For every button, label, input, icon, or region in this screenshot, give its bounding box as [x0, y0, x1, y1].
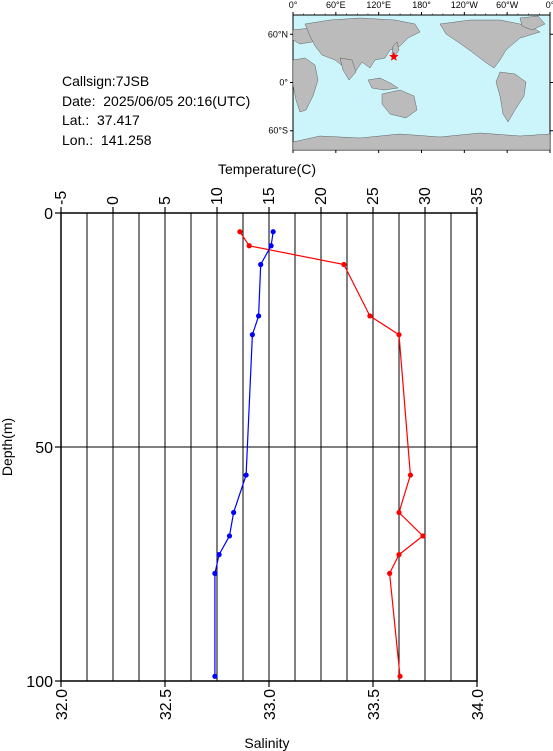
map-lon-label: 120°E	[366, 0, 391, 10]
longitude-text: Lon.: 141.258	[62, 131, 152, 148]
temperature-tick-label: 0	[105, 196, 122, 205]
data-series	[212, 229, 426, 679]
map-lon-label: 60°W	[496, 0, 519, 10]
depth-axis: 0 50 100	[26, 206, 61, 691]
temperature-data-point	[341, 261, 347, 268]
temperature-tick-label: 25	[365, 187, 382, 205]
temperature-tick-label: 35	[469, 187, 486, 205]
salinity-data-point	[212, 673, 218, 679]
temperature-axis-title: Temperature(C)	[218, 161, 316, 177]
salinity-data-point	[258, 261, 264, 268]
latitude-text: Lat.: 37.417	[62, 112, 140, 128]
world-map: 0° 60°E 120°E 180° 120°W 60°W 0° 60°N 0° 60°S	[268, 0, 553, 153]
station-star-icon	[389, 51, 399, 61]
date-text: Date: 2025/06/05 20:16(UTC)	[62, 92, 251, 109]
temperature-tick-label: 15	[261, 187, 278, 205]
land-indonesia	[367, 77, 399, 91]
map-lon-label: 120°W	[451, 0, 479, 10]
land-africa	[292, 57, 319, 113]
salinity-axis: 32.0 32.5 33.0 33.5 34.0	[54, 681, 487, 720]
salinity-data-point	[212, 570, 218, 576]
temperature-tick-label: 20	[313, 187, 330, 205]
salinity-data-point	[216, 552, 222, 558]
salinity-data-point	[231, 509, 237, 516]
map-lat-label: 0°	[279, 78, 288, 88]
temperature-tick-label: 5	[157, 196, 174, 205]
map-ticks	[290, 12, 553, 153]
temperature-data-point	[237, 229, 243, 235]
temperature-profile-line	[239, 231, 424, 677]
map-lon-label: 0°	[289, 0, 298, 10]
map-lon-label: 60°E	[326, 0, 346, 10]
depth-tick-label: 50	[35, 440, 53, 457]
map-lon-label: 0°	[546, 0, 553, 10]
map-labels: 0° 60°E 120°E 180° 120°W 60°W 0° 60°N 0° 60°S	[268, 0, 553, 136]
temperature-data-point	[387, 570, 393, 576]
salinity-data-point	[270, 229, 276, 235]
land-north-america	[439, 19, 541, 69]
salinity-data-point	[256, 313, 262, 319]
land-south-america	[495, 71, 527, 123]
salinity-tick-label: 32.0	[54, 689, 71, 720]
map-lon-label: 180°	[412, 0, 431, 10]
temperature-data-point	[396, 552, 402, 558]
salinity-profile-line	[214, 231, 274, 677]
temperature-data-point	[246, 243, 252, 249]
station-marker	[389, 51, 399, 61]
depth-axis-title: Depth(m)	[0, 418, 15, 476]
temperature-data-point	[407, 472, 414, 478]
land-australia	[381, 89, 418, 119]
temperature-tick-label: 30	[417, 187, 434, 205]
map-lat-label: 60°N	[268, 29, 288, 39]
depth-tick-label: 100	[26, 674, 53, 691]
temperature-axis: -5 0 5 10 15 20 25 30 35	[53, 187, 486, 213]
temperature-data-point	[367, 313, 373, 319]
depth-tick-label: 0	[44, 206, 53, 223]
temperature-tick-label: 10	[209, 187, 226, 205]
temperature-data-point	[396, 332, 402, 338]
salinity-data-point	[268, 243, 274, 249]
salinity-data-point	[226, 533, 233, 539]
salinity-axis-title: Salinity	[244, 735, 289, 751]
map-land	[292, 15, 551, 151]
temperature-tick-label: -5	[53, 191, 70, 205]
station-info: Callsign:7JSB Date: 2025/06/05 20:16(UTC…	[62, 72, 250, 150]
salinity-tick-label: 33.0	[262, 689, 279, 720]
callsign-text: Callsign:7JSB	[62, 73, 150, 89]
temperature-data-point	[420, 533, 426, 539]
temperature-data-point	[397, 673, 403, 679]
map-lat-label: 60°S	[268, 126, 288, 136]
salinity-tick-label: 32.5	[158, 689, 175, 720]
salinity-tick-label: 33.5	[366, 689, 383, 720]
land-greenland	[519, 15, 546, 31]
salinity-tick-label: 34.0	[470, 689, 487, 720]
land-india	[339, 57, 357, 81]
salinity-data-point	[243, 472, 249, 478]
salinity-data-point	[249, 332, 255, 338]
land-eurasia	[304, 17, 421, 73]
temperature-data-point	[396, 509, 402, 516]
